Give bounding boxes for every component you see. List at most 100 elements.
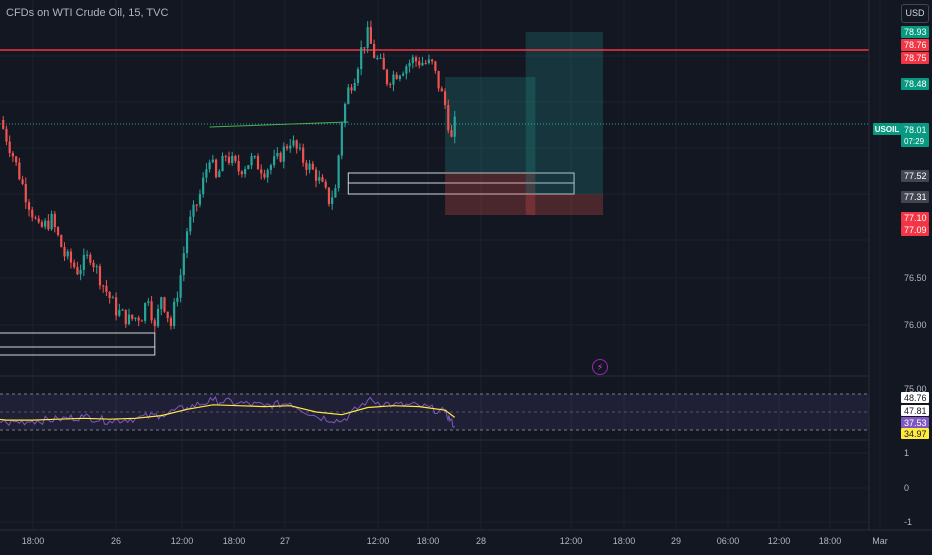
price-tag-label: 78.48: [904, 79, 927, 89]
alert-bolt-icon[interactable]: ⚡: [592, 359, 608, 375]
rsi-value-tag: [901, 417, 929, 428]
candle-body: [353, 82, 356, 91]
candle-body: [437, 70, 440, 89]
candle-body: [250, 156, 253, 166]
candle-body: [140, 320, 143, 322]
price-tag-label: 78.93: [904, 27, 927, 37]
candle-body: [427, 59, 431, 64]
candle-body: [298, 147, 302, 149]
candle-body: [450, 130, 453, 137]
price-tag: [901, 78, 929, 90]
candle-body: [63, 247, 66, 257]
candle-body: [424, 62, 427, 64]
candle-body: [34, 217, 37, 219]
candle-body: [408, 63, 411, 67]
candle-body: [285, 146, 289, 149]
candle-body: [176, 297, 179, 302]
candle-body: [327, 187, 331, 205]
levels: [0, 49, 869, 128]
candle-body: [318, 177, 321, 181]
candle-body: [366, 27, 369, 48]
candle-body: [21, 179, 24, 185]
candle-body: [44, 220, 47, 227]
time-axis-label: 18:00: [819, 536, 842, 546]
rsi-series-rsi: [0, 395, 456, 428]
candle-body: [211, 159, 214, 163]
candle-body: [324, 181, 327, 188]
candle-body: [221, 155, 224, 172]
candle-body: [434, 61, 437, 71]
candle-body: [218, 171, 221, 178]
zone-box: [0, 332, 156, 348]
candle-body: [205, 169, 208, 178]
candle-body: [421, 62, 424, 66]
rsi-axis-tick: 75.00: [904, 384, 927, 394]
candle-body: [356, 69, 360, 83]
candle-body: [195, 204, 198, 206]
candle-body: [134, 317, 137, 319]
candle-body: [282, 146, 285, 162]
price-tag-label: 77.52: [904, 171, 927, 181]
candle-body: [395, 74, 398, 80]
position-target-box: [445, 77, 536, 173]
candle-body: [102, 285, 105, 287]
rsi-value-tag: [901, 392, 929, 403]
candle-body: [331, 197, 334, 205]
candle-body: [89, 254, 92, 263]
candle-body: [189, 216, 192, 232]
symbol-tag: [873, 123, 901, 135]
candle-body: [431, 59, 434, 62]
candle-body: [27, 202, 31, 210]
candle-body: [305, 162, 308, 170]
candle-body: [118, 309, 121, 316]
candle-body: [85, 254, 89, 256]
countdown-label: 07:29: [904, 137, 925, 146]
candle-body: [308, 163, 311, 170]
candle-body: [263, 173, 266, 178]
candle-body: [237, 160, 240, 172]
candle-body: [5, 128, 8, 142]
candle-body: [379, 57, 382, 59]
candle-body: [360, 47, 363, 70]
position-stop-box: [445, 173, 536, 215]
candle-body: [447, 105, 450, 131]
candle-body: [147, 301, 150, 304]
candle-body: [202, 177, 205, 195]
position-target-box: [525, 32, 604, 194]
candle-body: [185, 231, 189, 254]
candle-body: [224, 155, 227, 157]
candle-body: [405, 66, 408, 74]
candle-body: [418, 61, 421, 66]
trend-line: [209, 121, 349, 128]
rsi-pane: [0, 375, 869, 441]
candle-body: [31, 209, 34, 218]
price-tag-label: 77.31: [904, 192, 927, 202]
candle-body: [292, 140, 295, 146]
candle-body: [82, 255, 85, 270]
candle-body: [156, 309, 160, 327]
time-axis-label: 27: [280, 536, 290, 546]
candle-body: [382, 57, 385, 70]
candle-body: [182, 253, 185, 276]
time-axis-label: 12:00: [367, 536, 390, 546]
candle-body: [247, 165, 250, 169]
price-tag-label: 78.76: [904, 40, 927, 50]
candle-body: [295, 140, 298, 149]
candle-body: [79, 269, 82, 275]
candle-body: [443, 91, 447, 106]
candle-body: [137, 317, 140, 321]
candle-body: [392, 74, 395, 85]
candle-body: [402, 73, 405, 76]
candle-body: [150, 301, 153, 321]
candle-body: [253, 156, 256, 158]
rsi-axis-tick: 0: [904, 483, 909, 493]
candle-body: [311, 163, 314, 170]
candles: [2, 20, 456, 333]
candle-body: [234, 155, 237, 161]
candle-body: [153, 320, 156, 327]
currency-button[interactable]: USD: [901, 4, 929, 23]
price-tag: [901, 52, 929, 64]
